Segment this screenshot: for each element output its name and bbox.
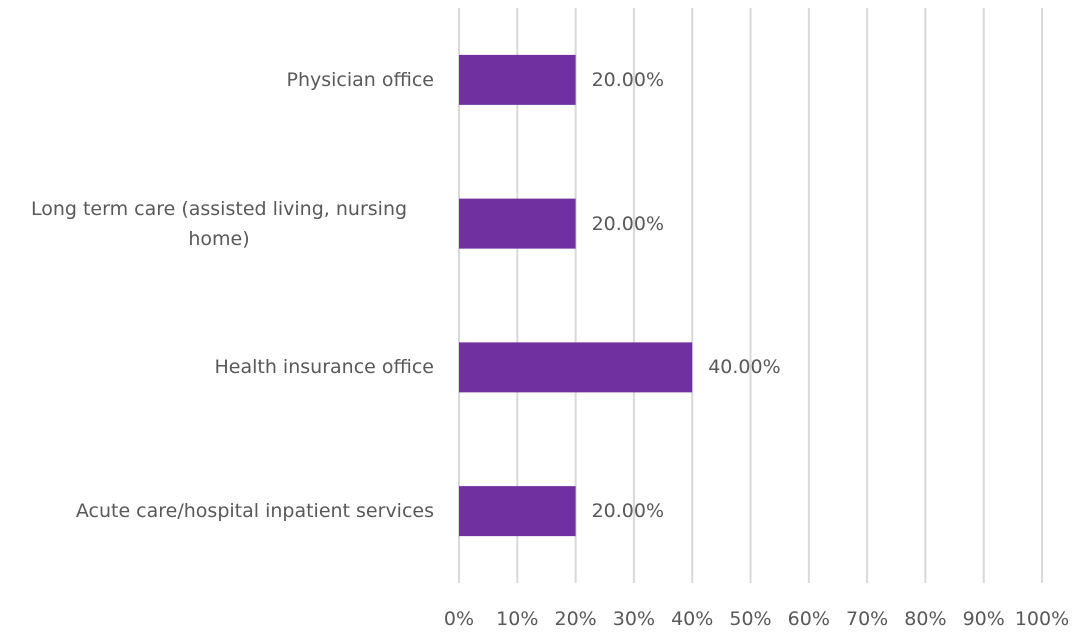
x-tick-label: 50% [729, 608, 772, 630]
category-label: Health insurance office [214, 356, 435, 379]
value-label: 20.00% [591, 500, 665, 523]
x-tick-label: 30% [612, 608, 656, 630]
x-tick-label: 40% [671, 608, 714, 630]
x-tick-label: 20% [554, 608, 597, 630]
category-label: Long term care (assisted living, nursing… [30, 197, 408, 250]
category-label: Acute care/hospital inpatient services [75, 500, 434, 523]
value-label: 40.00% [708, 356, 781, 379]
x-tick-label: 70% [845, 608, 889, 630]
category-label: Physician office [286, 68, 434, 91]
bar [459, 54, 576, 105]
value-label: 20.00% [591, 68, 665, 91]
x-tick-label: 80% [904, 608, 947, 630]
bar [459, 342, 693, 393]
value-label: 20.00% [591, 212, 665, 235]
bar [459, 486, 576, 537]
x-tick-label: 0% [443, 608, 475, 630]
x-tick-label: 100% [1014, 608, 1070, 630]
x-tick-label: 60% [787, 608, 830, 630]
x-tick-label: 10% [496, 608, 539, 630]
bar [459, 198, 576, 249]
x-tick-label: 90% [962, 608, 1005, 630]
